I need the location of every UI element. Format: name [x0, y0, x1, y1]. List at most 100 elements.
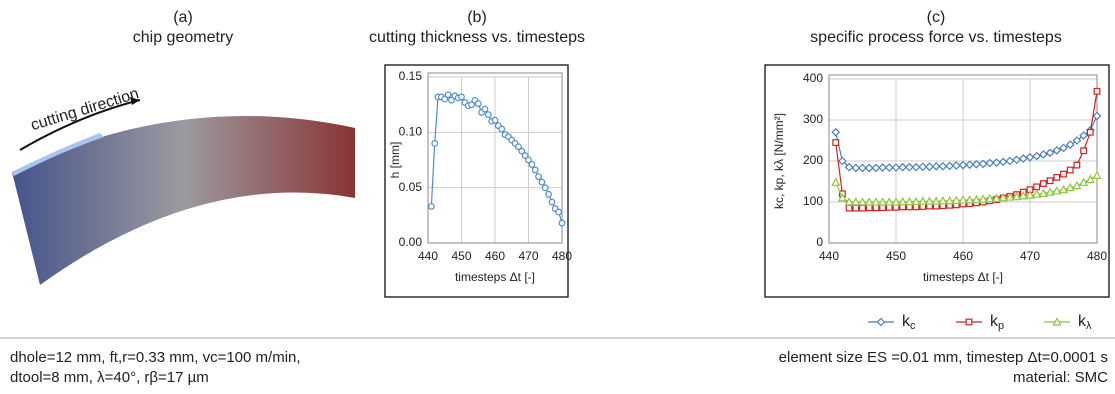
- panel-frame: [765, 65, 1109, 297]
- marker: [878, 319, 885, 326]
- marker: [482, 106, 488, 112]
- y-tick-label: 0.00: [399, 235, 423, 249]
- marker: [529, 162, 535, 168]
- marker: [1087, 176, 1094, 183]
- marker: [539, 179, 545, 185]
- marker: [966, 161, 973, 168]
- x-axis-label: timesteps Δt [-]: [923, 270, 1003, 284]
- x-tick-label: 480: [552, 249, 572, 263]
- marker: [546, 192, 552, 198]
- x-tick-label: 470: [518, 249, 538, 263]
- marker: [993, 159, 1000, 166]
- panel-label: (c): [927, 9, 946, 26]
- marker: [1088, 130, 1094, 136]
- footer-text: element size ES =0.01 mm, timestep Δt=0.…: [779, 349, 1108, 366]
- marker: [1094, 112, 1101, 119]
- marker: [1067, 141, 1074, 148]
- marker: [880, 205, 886, 211]
- y-tick-label: 300: [803, 112, 823, 126]
- y-tick-label: 0.15: [399, 69, 423, 83]
- marker: [1013, 156, 1020, 163]
- marker: [966, 319, 972, 325]
- marker: [445, 92, 451, 98]
- marker: [846, 205, 852, 211]
- x-tick-label: 460: [953, 249, 973, 263]
- marker: [832, 129, 839, 136]
- legend-label: kc: [902, 313, 916, 332]
- chip-shape: [12, 116, 355, 285]
- marker: [1074, 162, 1080, 168]
- panel-label: (b): [467, 9, 487, 26]
- x-tick-label: 440: [819, 249, 839, 263]
- marker: [542, 185, 548, 191]
- marker: [1041, 181, 1047, 187]
- series-line: [431, 95, 562, 223]
- x-tick-label: 440: [418, 249, 438, 263]
- y-tick-label: 0: [816, 235, 823, 249]
- y-tick-label: 100: [803, 194, 823, 208]
- marker: [1054, 175, 1060, 181]
- legend-label: kλ: [1078, 313, 1092, 332]
- legend-sub: p: [998, 320, 1004, 332]
- y-tick-label: 0.10: [399, 125, 423, 139]
- legend-sub: c: [910, 320, 916, 332]
- marker: [475, 101, 481, 107]
- series-line: [836, 116, 1097, 168]
- marker: [866, 205, 872, 211]
- marker: [1073, 182, 1080, 189]
- marker: [1006, 158, 1013, 165]
- x-tick-label: 470: [1020, 249, 1040, 263]
- marker: [559, 220, 565, 226]
- footer-text: dhole=12 mm, ft,r=0.33 mm, vc=100 m/min,: [10, 349, 301, 366]
- x-tick-label: 480: [1087, 249, 1107, 263]
- y-tick-label: 400: [803, 71, 823, 85]
- marker: [536, 174, 542, 180]
- y-axis-label: kc, kp, kλ [N/mm²]: [772, 113, 786, 209]
- annotation: cutting direction: [29, 85, 141, 134]
- marker: [1094, 89, 1100, 95]
- marker: [1047, 178, 1053, 184]
- marker: [953, 162, 960, 169]
- legend-label: kp: [990, 313, 1004, 332]
- marker: [429, 204, 435, 210]
- marker: [913, 164, 920, 171]
- marker: [853, 205, 859, 211]
- marker: [432, 141, 438, 147]
- marker: [939, 163, 946, 170]
- marker: [1080, 179, 1087, 186]
- x-tick-label: 450: [886, 249, 906, 263]
- marker: [556, 209, 562, 215]
- panel-label: (a): [173, 9, 193, 26]
- footer-text: dtool=8 mm, λ=40°, rβ=17 µm: [10, 369, 209, 386]
- marker: [873, 205, 879, 211]
- x-tick-label: 460: [485, 249, 505, 263]
- marker: [1000, 158, 1007, 165]
- legend-sub: λ: [1086, 320, 1092, 332]
- marker: [1034, 184, 1040, 190]
- marker: [486, 112, 492, 118]
- marker: [459, 94, 465, 100]
- marker: [872, 164, 879, 171]
- x-tick-label: 450: [451, 249, 471, 263]
- marker: [860, 205, 866, 211]
- marker: [1027, 154, 1034, 161]
- x-axis-label: timesteps Δt [-]: [455, 270, 535, 284]
- marker: [973, 161, 980, 168]
- marker: [833, 140, 839, 146]
- marker: [1040, 151, 1047, 158]
- chart-title: cutting thickness vs. timesteps: [369, 29, 585, 46]
- y-tick-label: 0.05: [399, 180, 423, 194]
- marker: [549, 199, 555, 205]
- marker: [893, 164, 900, 171]
- chart-title: specific process force vs. timesteps: [810, 29, 1062, 46]
- footer-text: material: SMC: [1013, 369, 1108, 386]
- marker: [532, 167, 538, 173]
- marker: [1061, 171, 1067, 177]
- marker: [832, 179, 839, 186]
- marker: [926, 163, 933, 170]
- marker: [499, 126, 505, 132]
- y-axis-label: h [mm]: [388, 142, 402, 179]
- marker: [1081, 148, 1087, 154]
- panel-title: chip geometry: [133, 29, 234, 46]
- marker: [960, 162, 967, 169]
